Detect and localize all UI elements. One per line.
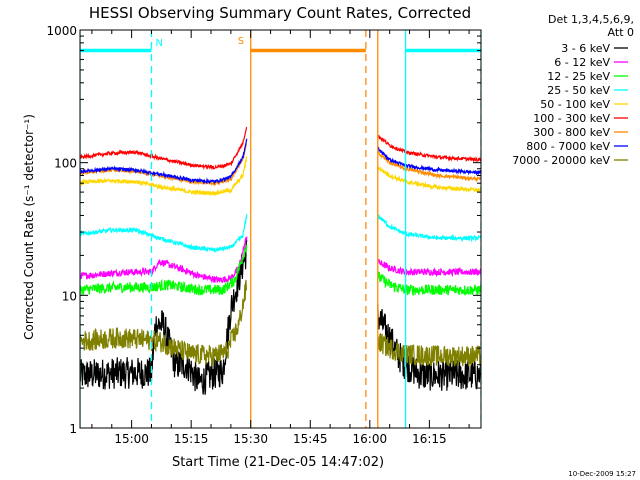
chart-title: HESSI Observing Summary Count Rates, Cor… [89,4,471,22]
series-6-12-kev [80,236,481,284]
series-25-50-kev-segment-2 [377,214,481,243]
x-tick-label-1500: 15:00 [114,432,149,446]
x-tick-label-1530: 15:30 [233,432,268,446]
series-800-7000-kev [80,138,481,185]
legend-label-3-6-kev: 3 - 6 keV [561,42,610,55]
legend-label-300-800-kev: 300 - 800 keV [533,126,610,139]
y-tick-label-1000: 1000 [46,24,77,38]
x-tick-label-1515: 15:15 [174,432,209,446]
series-7000-20000-kev-segment-1 [80,279,247,367]
marker-n [80,30,481,428]
plot-area [80,30,481,428]
y-tick-label-100: 100 [54,157,77,171]
series-6-12-kev-segment-1 [80,236,248,284]
legend-label-25-50-kev: 25 - 50 keV [547,84,610,97]
series-12-25-kev [80,245,481,297]
legend-label-800-7000-kev: 800 - 7000 keV [526,140,610,153]
series-7000-20000-kev-segment-2 [377,333,481,367]
series-50-100-kev-segment-1 [80,155,248,197]
x-tick-label-1600: 16:00 [353,432,388,446]
series-12-25-kev-segment-2 [377,271,481,297]
x-axis-label: Start Time (21-Dec-05 14:47:02) [172,455,384,470]
legend-header-line-1: Det 1,3,4,5,6,9, [548,13,634,26]
legend-label-12-25-kev: 12 - 25 keV [547,70,610,83]
legend-label-100-300-kev: 100 - 300 keV [533,112,610,125]
series-800-7000-kev-segment-2 [377,146,481,176]
y-axis-label: Corrected Count Rate (s⁻¹ detector⁻¹) [22,114,36,340]
legend-label-6-12-kev: 6 - 12 keV [554,56,610,69]
marker-n-label: N [155,38,162,49]
series-50-100-kev [80,155,481,197]
series-100-300-kev [80,126,481,171]
legend-label-7000-20000-kev: 7000 - 20000 keV [512,154,610,167]
series-100-300-kev-segment-2 [377,134,481,164]
series-50-100-kev-segment-2 [377,166,481,194]
series-25-50-kev [80,214,481,253]
series-12-25-kev-segment-1 [80,245,248,296]
y-tick-label-10: 10 [62,289,77,303]
timestamp: 10-Dec-2009 15:27 [568,470,636,478]
marker-s-label: S [238,36,244,47]
series-3-6-kev [80,239,481,395]
series-3-6-kev-segment-2 [377,304,481,391]
marker-s [250,30,379,428]
series-800-7000-kev-segment-1 [80,138,248,185]
y-tick-label-1: 1 [69,422,77,436]
x-tick-label-1545: 15:45 [293,432,328,446]
series-6-12-kev-segment-2 [377,258,481,278]
series-100-300-kev-segment-1 [80,126,248,171]
axes: N S 15:00 15:15 15:30 15:45 16:00 16:15 1 10 100 10… [46,24,482,446]
series-7000-20000-kev [80,279,481,367]
series-25-50-kev-segment-1 [80,214,248,253]
series-3-6-kev-segment-1 [80,239,248,395]
x-tick-label-1615: 16:15 [412,432,447,446]
plot-frame [79,29,482,429]
series-300-800-kev-segment-2 [377,150,481,183]
legend-label-50-100-kev: 50 - 100 keV [540,98,610,111]
legend-header-line-2: Att 0 [608,26,634,39]
